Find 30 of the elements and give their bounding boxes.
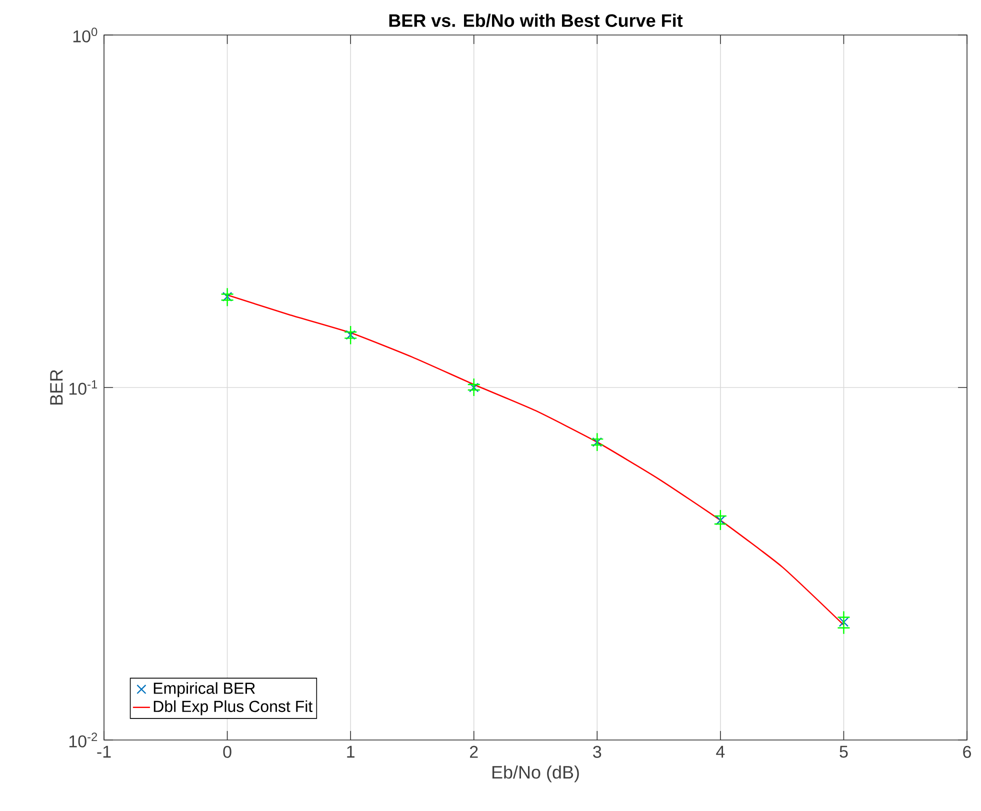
y-tick-label: 10$^{0}$ bbox=[73, 28, 98, 42]
point bbox=[714, 517, 728, 531]
point bbox=[346, 330, 356, 340]
x-tick-label: -1 bbox=[97, 746, 111, 758]
point bbox=[590, 438, 604, 452]
y-axis-title: BER bbox=[50, 370, 63, 405]
x-axis-title: Eb/No (dB) bbox=[492, 765, 579, 782]
point bbox=[220, 294, 234, 307]
x-tick-label: 5 bbox=[840, 746, 848, 758]
y-tick-label: 10$^{-1}$ bbox=[69, 380, 98, 395]
x-tick-label: 3 bbox=[593, 746, 602, 758]
point bbox=[592, 437, 602, 447]
x-tick-label: 2 bbox=[470, 746, 478, 758]
point bbox=[344, 332, 358, 345]
line-series bbox=[226, 294, 844, 626]
x-tick-label: 6 bbox=[963, 746, 971, 758]
point bbox=[838, 617, 849, 627]
x-tick-label: 4 bbox=[716, 746, 725, 758]
point bbox=[469, 382, 479, 392]
point bbox=[467, 383, 480, 397]
x-tick-label: 0 bbox=[223, 746, 232, 758]
legend-label: Empirical BER bbox=[154, 682, 255, 698]
point bbox=[222, 292, 232, 302]
legend-label: Dbl Exp Plus Const Fit bbox=[154, 700, 313, 716]
point bbox=[716, 515, 726, 526]
x-tick-label: 1 bbox=[347, 746, 354, 758]
y-tick-label: 10$^{-2}$ bbox=[69, 732, 98, 748]
point bbox=[837, 610, 850, 624]
point bbox=[837, 621, 850, 634]
chart-title: BER vs. Eb/No with Best Curve Fit bbox=[389, 14, 683, 28]
